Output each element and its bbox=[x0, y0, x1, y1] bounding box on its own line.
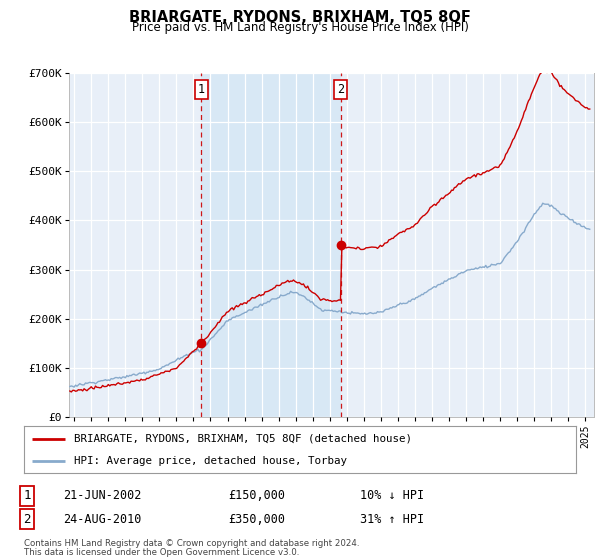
Text: BRIARGATE, RYDONS, BRIXHAM, TQ5 8QF (detached house): BRIARGATE, RYDONS, BRIXHAM, TQ5 8QF (det… bbox=[74, 434, 412, 444]
Text: Price paid vs. HM Land Registry's House Price Index (HPI): Price paid vs. HM Land Registry's House … bbox=[131, 21, 469, 34]
Text: 1: 1 bbox=[23, 489, 31, 502]
Text: Contains HM Land Registry data © Crown copyright and database right 2024.: Contains HM Land Registry data © Crown c… bbox=[24, 539, 359, 548]
Text: 24-AUG-2010: 24-AUG-2010 bbox=[63, 512, 142, 526]
Text: 1: 1 bbox=[198, 83, 205, 96]
Text: 31% ↑ HPI: 31% ↑ HPI bbox=[360, 512, 424, 526]
Text: £350,000: £350,000 bbox=[228, 512, 285, 526]
Bar bbox=[202, 73, 341, 417]
Text: 2: 2 bbox=[23, 512, 31, 526]
Text: £150,000: £150,000 bbox=[228, 489, 285, 502]
Text: HPI: Average price, detached house, Torbay: HPI: Average price, detached house, Torb… bbox=[74, 456, 347, 466]
Text: 21-JUN-2002: 21-JUN-2002 bbox=[63, 489, 142, 502]
Text: 2: 2 bbox=[337, 83, 344, 96]
Text: BRIARGATE, RYDONS, BRIXHAM, TQ5 8QF: BRIARGATE, RYDONS, BRIXHAM, TQ5 8QF bbox=[129, 10, 471, 25]
Text: This data is licensed under the Open Government Licence v3.0.: This data is licensed under the Open Gov… bbox=[24, 548, 299, 557]
Text: 10% ↓ HPI: 10% ↓ HPI bbox=[360, 489, 424, 502]
